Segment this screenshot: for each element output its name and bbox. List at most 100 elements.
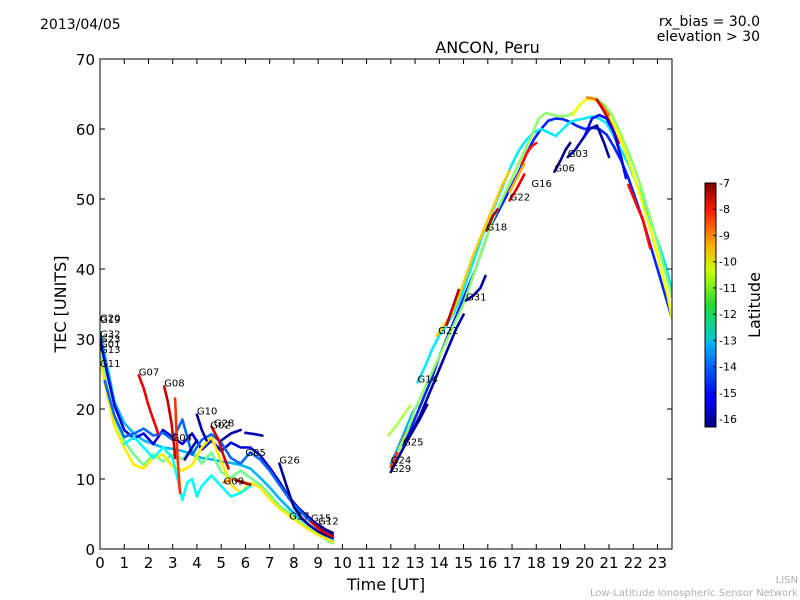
rx-bias-label: rx_bias = 30.0 <box>658 14 760 30</box>
x-tick-label-21: 21 <box>599 554 618 572</box>
satellite-label-g14: G14 <box>418 374 438 385</box>
x-tick-label-12: 12 <box>381 554 400 572</box>
x-tick-label-14: 14 <box>430 554 449 572</box>
tec-series-5 <box>103 379 335 540</box>
x-tick-label-11: 11 <box>357 554 376 572</box>
tec-series-16 <box>210 425 230 470</box>
satellite-label-g12: G12 <box>318 517 338 528</box>
colorbar-tick-label-9: -16 <box>719 413 737 426</box>
tec-series-41 <box>404 313 465 444</box>
tec-series-33 <box>520 141 538 166</box>
y-tick-label-0: 0 <box>85 541 95 559</box>
tec-series-25 <box>416 115 672 384</box>
tec-series-34 <box>485 208 499 232</box>
tec-series-15 <box>234 479 252 486</box>
satellite-label-g21: G21 <box>438 326 458 337</box>
satellite-label-g24: G24 <box>391 456 411 467</box>
y-tick-label-40: 40 <box>76 261 95 279</box>
colorbar-tick-label-0: -7 <box>719 177 730 190</box>
x-tick-label-15: 15 <box>454 554 473 572</box>
tec-series-38 <box>553 141 572 173</box>
x-tick-label-22: 22 <box>624 554 643 572</box>
x-tick-label-10: 10 <box>333 554 352 572</box>
tec-series-13 <box>278 462 335 540</box>
tec-series-6 <box>122 435 252 502</box>
satellite-label-g26: G26 <box>279 456 299 467</box>
x-tick-label-19: 19 <box>551 554 570 572</box>
tec-series-18 <box>309 520 335 538</box>
plot-frame <box>99 58 673 550</box>
elevation-label: elevation > 30 <box>656 29 760 45</box>
satellite-label-g22: G22 <box>510 192 530 203</box>
footer-network: Low-Latitude Ionospheric Sensor Network <box>590 588 798 599</box>
satellite-label-g18: G18 <box>487 223 507 234</box>
y-tick-label-10: 10 <box>76 471 95 489</box>
colorbar <box>704 182 717 428</box>
tec-series-17 <box>183 439 199 461</box>
x-tick-label-5: 5 <box>216 554 226 572</box>
satellite-label-g32: G32 <box>100 330 120 341</box>
x-tick-label-16: 16 <box>478 554 497 572</box>
satellite-label-g19: G19 <box>100 315 120 326</box>
x-tick-label-8: 8 <box>289 554 299 572</box>
x-tick-label-6: 6 <box>241 554 251 572</box>
colorbar-tick-label-1: -8 <box>719 203 730 216</box>
satellite-label-g09: G09 <box>224 477 244 488</box>
satellite-label-g03: G03 <box>568 149 588 160</box>
footer-lisn: LISN <box>775 575 798 586</box>
satellite-label-g06: G06 <box>554 164 574 175</box>
colorbar-tick-label-3: -10 <box>719 256 737 269</box>
satellite-label-g11: G11 <box>100 359 120 370</box>
x-tick-label-13: 13 <box>406 554 425 572</box>
tec-series-37 <box>464 274 487 302</box>
tec-series-27 <box>435 169 511 337</box>
tec-series-9 <box>173 397 182 495</box>
x-tick-label-7: 7 <box>265 554 275 572</box>
satellite-label-g13: G13 <box>100 345 120 356</box>
tec-series-8 <box>162 385 177 460</box>
satellite-label-g01: G01 <box>100 339 120 350</box>
colorbar-tick-label-8: -15 <box>719 387 737 400</box>
y-axis-label: TEC [UNITS] <box>51 256 70 354</box>
satellite-label-g29: G29 <box>391 464 411 475</box>
tec-series-10 <box>195 413 208 442</box>
x-tick-label-17: 17 <box>502 554 521 572</box>
series-layer <box>100 96 672 545</box>
tec-series-12 <box>244 431 264 437</box>
satellite-label-g04: G04 <box>172 433 192 444</box>
tec-series-31 <box>627 183 652 250</box>
y-tick-label-20: 20 <box>76 401 95 419</box>
x-axis: 0 1 2 3 4 5 6 7 8 9 10 11 12 13 14 15 16 17 18 19 20 21 22 23 <box>95 59 667 572</box>
y-tick-label-60: 60 <box>76 121 95 139</box>
colorbar-tick-label-7: -14 <box>719 361 737 374</box>
satellite-label-g05: G05 <box>245 448 265 459</box>
tec-series-22 <box>387 404 412 437</box>
satellite-label-g28: G28 <box>214 419 234 430</box>
x-tick-label-23: 23 <box>648 554 667 572</box>
satellite-label-g10: G10 <box>197 407 217 418</box>
x-tick-label-4: 4 <box>192 554 202 572</box>
y-tick-label-50: 50 <box>76 191 95 209</box>
satellite-label-g16: G16 <box>531 179 551 190</box>
x-axis-label: Time [UT] <box>346 575 425 594</box>
x-tick-label-0: 0 <box>95 554 105 572</box>
colorbar-ticks: -7 -8 -9 -10 -11 -12 -13 -14 -15 -16 <box>713 177 737 426</box>
satellite-label-g07: G07 <box>139 367 159 378</box>
colorbar-tick-label-6: -13 <box>719 334 737 347</box>
x-tick-label-9: 9 <box>313 554 323 572</box>
satellite-label-g20: G20 <box>100 314 120 325</box>
x-tick-label-1: 1 <box>119 554 129 572</box>
tec-series-3 <box>100 351 335 545</box>
y-tick-label-70: 70 <box>76 51 95 69</box>
x-tick-label-20: 20 <box>575 554 594 572</box>
tec-series-4 <box>100 358 335 544</box>
tec-series-19 <box>316 523 335 535</box>
colorbar-label: Latitude <box>745 272 764 338</box>
tec-series-11 <box>219 428 242 442</box>
satellite-label-g15: G15 <box>311 514 331 525</box>
colorbar-tick-label-2: -9 <box>719 229 730 242</box>
satellite-label-g02: G02 <box>210 421 230 432</box>
tec-series-32 <box>508 162 526 194</box>
x-tick-label-2: 2 <box>144 554 154 572</box>
